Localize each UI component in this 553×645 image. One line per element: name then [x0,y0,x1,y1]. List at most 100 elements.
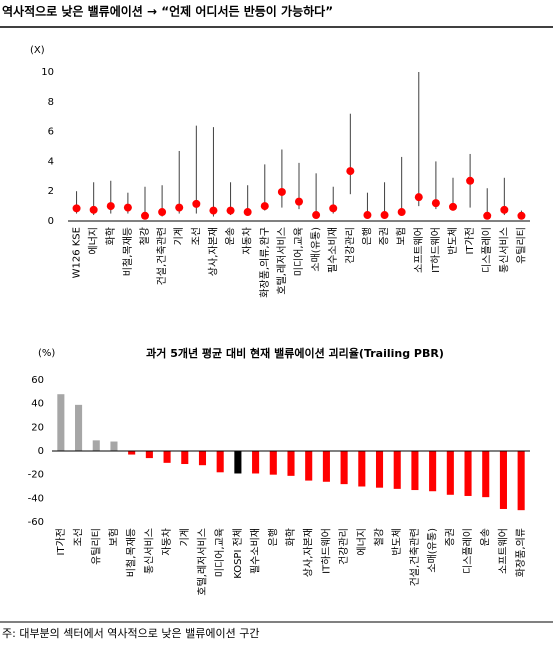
x-tick-label: 자동차 [242,227,254,255]
footnote: 주: 대부분의 섹터에서 역사적으로 낮은 밸류에이션 구간 [2,627,259,640]
x-tick-label: 필수소비재 [327,227,339,273]
bar [517,451,525,511]
current-dot [175,203,184,212]
y-tick-label: 10 [41,67,54,78]
current-dot [89,205,98,214]
y-tick-label: 6 [48,127,54,138]
chart2-title: 과거 5개년 평균 대비 현재 밸류에이션 괴리율(Trailing PBR) [146,346,444,360]
bar [358,451,366,487]
current-dot [517,211,526,220]
x-tick-label: 건강관리 [344,227,356,264]
y-tick-label: 0 [38,446,44,457]
current-dot [431,199,440,208]
current-dot [483,211,492,220]
x-tick-label: 보험 [396,227,408,245]
current-dot [141,211,149,220]
bar [128,451,136,455]
y-tick-label: 0 [48,216,54,227]
chart2-unit: (%) [38,348,55,359]
x-tick-label: 철강 [374,528,386,546]
bar [305,451,313,481]
current-dot [295,197,303,206]
x-tick-label: KOSPI 전체 [232,528,244,579]
x-tick-label: 비철,목재등 [122,227,134,276]
x-tick-label: 운송 [225,227,237,245]
current-dot [277,187,286,196]
y-tick-label: -40 [28,493,44,504]
x-tick-label: 자동차 [161,528,173,556]
x-tick-label: 증권 [444,528,456,546]
x-tick-label: 건설,건축관련 [409,528,421,586]
x-tick-label: 운송 [480,528,492,546]
y-tick-label: 60 [31,375,44,386]
bar [340,451,348,485]
bar [57,394,65,451]
bar [181,451,189,465]
current-dot [106,202,115,211]
x-tick-label: 유틸리티 [514,227,527,264]
y-tick-label: -60 [28,517,44,528]
bar [499,451,507,509]
x-tick-label: 상사,자본재 [207,227,219,276]
x-tick-label: 통신서비스 [498,227,510,273]
x-tick-label: 필수소비재 [250,528,262,574]
x-tick-label: IT하드웨어 [429,227,442,273]
x-tick-label: IT가전 [55,528,67,555]
x-tick-label: 건강관리 [338,528,350,565]
x-tick-label: 증권 [379,227,391,245]
bar [92,440,100,451]
x-tick-label: 건설,건축관련 [156,227,168,285]
bar [145,451,153,459]
x-tick-label: 에너지 [88,227,100,255]
bar [198,451,207,466]
bar [464,451,472,496]
current-dot [329,204,338,213]
x-tick-label: 화학 [285,528,297,546]
x-tick-label: 철강 [139,227,151,245]
y-tick-label: 8 [48,97,54,108]
x-tick-label: 미디어,교육 [293,227,305,276]
y-tick-label: -20 [28,470,44,481]
y-tick-label: 20 [31,422,44,433]
bar [482,451,490,498]
x-tick-label: 반도체 [391,528,403,556]
y-tick-label: 40 [31,399,44,410]
x-tick-label: 반도체 [447,227,459,255]
current-dot [346,167,355,176]
bar [163,451,171,463]
x-tick-label: 디스플레이 [481,227,493,273]
x-tick-label: 은행 [361,227,373,245]
x-tick-label: 미디어,교육 [214,528,226,577]
x-tick-label: IT하드웨어 [319,528,332,574]
x-tick-label: 통신서비스 [143,528,155,574]
current-dot [397,208,406,217]
current-dot [312,211,321,220]
y-tick-label: 4 [48,156,54,167]
current-dot [209,206,218,215]
current-dot [380,211,389,220]
y-tick-label: 2 [48,186,54,197]
bar [75,404,83,451]
x-tick-label: 기계 [179,528,191,546]
x-tick-label: 소매(유통) [427,528,439,573]
bar [375,451,384,488]
x-tick-label: 보험 [108,528,120,546]
bar [411,451,419,491]
x-tick-label: 소매(유통) [310,227,322,272]
bar [269,451,277,475]
bar [322,451,330,482]
current-dot [466,176,475,185]
current-dot [260,202,269,211]
bar [429,451,437,492]
x-tick-label: 호텔,레저서비스 [196,528,208,596]
header-title: 역사적으로 낮은 밸류에이션 → “언제 어디서든 반등이 가능하다” [2,4,333,19]
bar [393,451,401,489]
bar [216,451,224,473]
current-dot [414,193,423,202]
x-tick-label: W126 KSE [72,227,83,278]
x-tick-label: 은행 [267,528,279,546]
current-dot [500,205,509,214]
x-tick-label: 소프트웨어 [413,227,425,273]
chart1-unit: (X) [30,45,45,56]
